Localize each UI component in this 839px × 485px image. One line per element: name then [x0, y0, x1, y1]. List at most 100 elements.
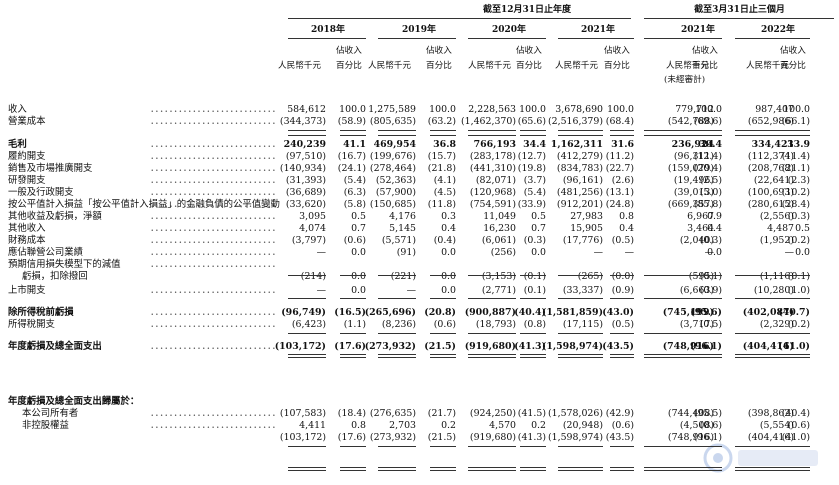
- value-cell: (2.6): [611, 175, 634, 186]
- value-cell: 469,954: [373, 139, 416, 150]
- value-cell: (0.9): [611, 285, 634, 296]
- column-header-amount: 人民幣千元: [555, 61, 598, 71]
- value-cell: (17,776): [562, 235, 603, 246]
- value-cell: (221): [390, 271, 416, 282]
- subtotal-rule: [558, 275, 603, 276]
- value-cell: (6,663): [679, 285, 714, 296]
- column-header-pct: 佔收入: [336, 46, 362, 56]
- value-cell: (40.7): [778, 307, 810, 318]
- subtotal-rule: [468, 298, 516, 299]
- value-cell: (17,115): [562, 319, 603, 330]
- value-cell: (6.3): [343, 187, 366, 198]
- value-cell: (924,250): [469, 408, 516, 419]
- year-header: 2019年: [401, 25, 437, 35]
- total-double-rule: [700, 354, 722, 358]
- row-label: 非控股權益: [22, 420, 69, 431]
- value-cell: (150,685): [369, 199, 416, 210]
- value-cell: (19.8): [517, 163, 546, 174]
- column-header-pct: 佔收入: [604, 46, 630, 56]
- value-cell: (2,556): [759, 211, 794, 222]
- value-cell: (20.8): [424, 307, 456, 318]
- year-rule: [558, 38, 634, 39]
- value-cell: 0.8: [351, 420, 366, 431]
- value-cell: (265): [577, 271, 603, 282]
- dot-leader: ．．．．．．．．．．．．．．．．．．．．．．．．．．．．．．．．．．．．．．．．: [150, 408, 276, 419]
- column-header-pct: 佔收入: [780, 46, 806, 56]
- value-cell: (43.0): [602, 307, 634, 318]
- value-cell: 0.0: [707, 247, 722, 258]
- subtotal-rule: [610, 135, 634, 136]
- value-cell: (0.2): [787, 319, 810, 330]
- subtotal-rule: [788, 446, 810, 447]
- value-cell: 0.9: [707, 211, 722, 222]
- value-cell: (2,329): [759, 319, 794, 330]
- value-cell: (57,900): [375, 187, 416, 198]
- value-cell: (96,749): [281, 307, 326, 318]
- subtotal-rule: [340, 135, 366, 136]
- subtotal-rule: [288, 333, 326, 334]
- value-cell: (5.0): [699, 187, 722, 198]
- value-cell: (0.1): [699, 271, 722, 282]
- dot-leader: ．．．．．．．．．．．．．．．．．．．．．．．．．．．．．．．．．．．．．．．．: [150, 259, 276, 270]
- subtotal-rule: [558, 130, 603, 131]
- total-double-rule: [520, 467, 546, 471]
- total-double-rule: [788, 467, 810, 471]
- value-cell: (24.1): [337, 163, 366, 174]
- value-cell: 236,924: [671, 139, 714, 150]
- value-cell: 240,239: [283, 139, 326, 150]
- column-header-pct: 百分比: [336, 61, 362, 71]
- value-cell: (18.4): [337, 408, 366, 419]
- attribution-title: 年度虧損及總全面支出歸屬於：: [8, 396, 140, 407]
- subtotal-rule: [788, 130, 810, 131]
- column-header-amount: 人民幣千元: [666, 61, 709, 71]
- value-cell: (6,423): [291, 319, 326, 330]
- dot-leader: ．．．．．．．．．．．．．．．．．．．．．．．．．．．．．．．．．．．．．．．．: [150, 285, 276, 296]
- value-cell: 2,228,563: [468, 104, 516, 115]
- value-cell: (58.9): [337, 116, 366, 127]
- value-cell: (0.3): [699, 235, 722, 246]
- value-cell: (834,783): [556, 163, 603, 174]
- value-cell: (4,508): [679, 420, 714, 431]
- subtotal-rule: [520, 446, 546, 447]
- value-cell: (1,116): [759, 271, 794, 282]
- value-cell: (0.6): [699, 420, 722, 431]
- dot-leader: ．．．．．．．．．．．．．．．．．．．．．．．．．．．．．．．．．．．．．．．．: [150, 341, 276, 352]
- total-double-rule: [378, 467, 416, 471]
- subtotal-rule: [788, 333, 810, 334]
- value-cell: (17.6): [337, 432, 366, 443]
- total-double-rule: [468, 467, 516, 471]
- subtotal-rule: [378, 333, 416, 334]
- column-header-pct: 佔收入: [516, 46, 542, 56]
- header-group-years: 截至12月31日止年度: [482, 5, 572, 15]
- value-cell: (1,598,974): [541, 341, 603, 352]
- value-cell: 100.0: [783, 104, 810, 115]
- value-cell: (542,788): [667, 116, 714, 127]
- value-cell: (0.6): [611, 420, 634, 431]
- value-cell: (912,201): [556, 199, 603, 210]
- subtotal-rule: [610, 298, 634, 299]
- value-cell: (21.7): [427, 408, 456, 419]
- value-cell: (5,571): [381, 235, 416, 246]
- value-cell: (4.1): [433, 175, 456, 186]
- subtotal-rule: [558, 135, 603, 136]
- value-cell: 100.0: [519, 104, 546, 115]
- value-cell: (1,581,859): [541, 307, 603, 318]
- row-label: 其他收入: [8, 223, 46, 234]
- value-cell: 15,905: [570, 223, 603, 234]
- row-label-continued: 虧損，扣除撥回: [22, 271, 88, 282]
- total-double-rule: [288, 354, 326, 358]
- subtotal-rule: [644, 446, 714, 447]
- row-label: 年度虧損及總全面支出: [8, 341, 102, 352]
- value-cell: (103,172): [274, 341, 326, 352]
- subtotal-rule: [468, 130, 516, 131]
- value-cell: (33,620): [285, 199, 326, 210]
- value-cell: (19,496): [673, 175, 714, 186]
- value-cell: 11,049: [483, 211, 516, 222]
- value-cell: 0.4: [441, 223, 456, 234]
- dot-leader: ．．．．．．．．．．．．．．．．．．．．．．．．．．．．．．．．．．．．．．．．: [150, 307, 276, 318]
- row-label: 毛利: [8, 139, 27, 150]
- value-cell: —: [784, 247, 794, 258]
- subtotal-rule: [430, 298, 456, 299]
- value-cell: 1,162,311: [550, 139, 603, 150]
- value-cell: 0.4: [707, 223, 722, 234]
